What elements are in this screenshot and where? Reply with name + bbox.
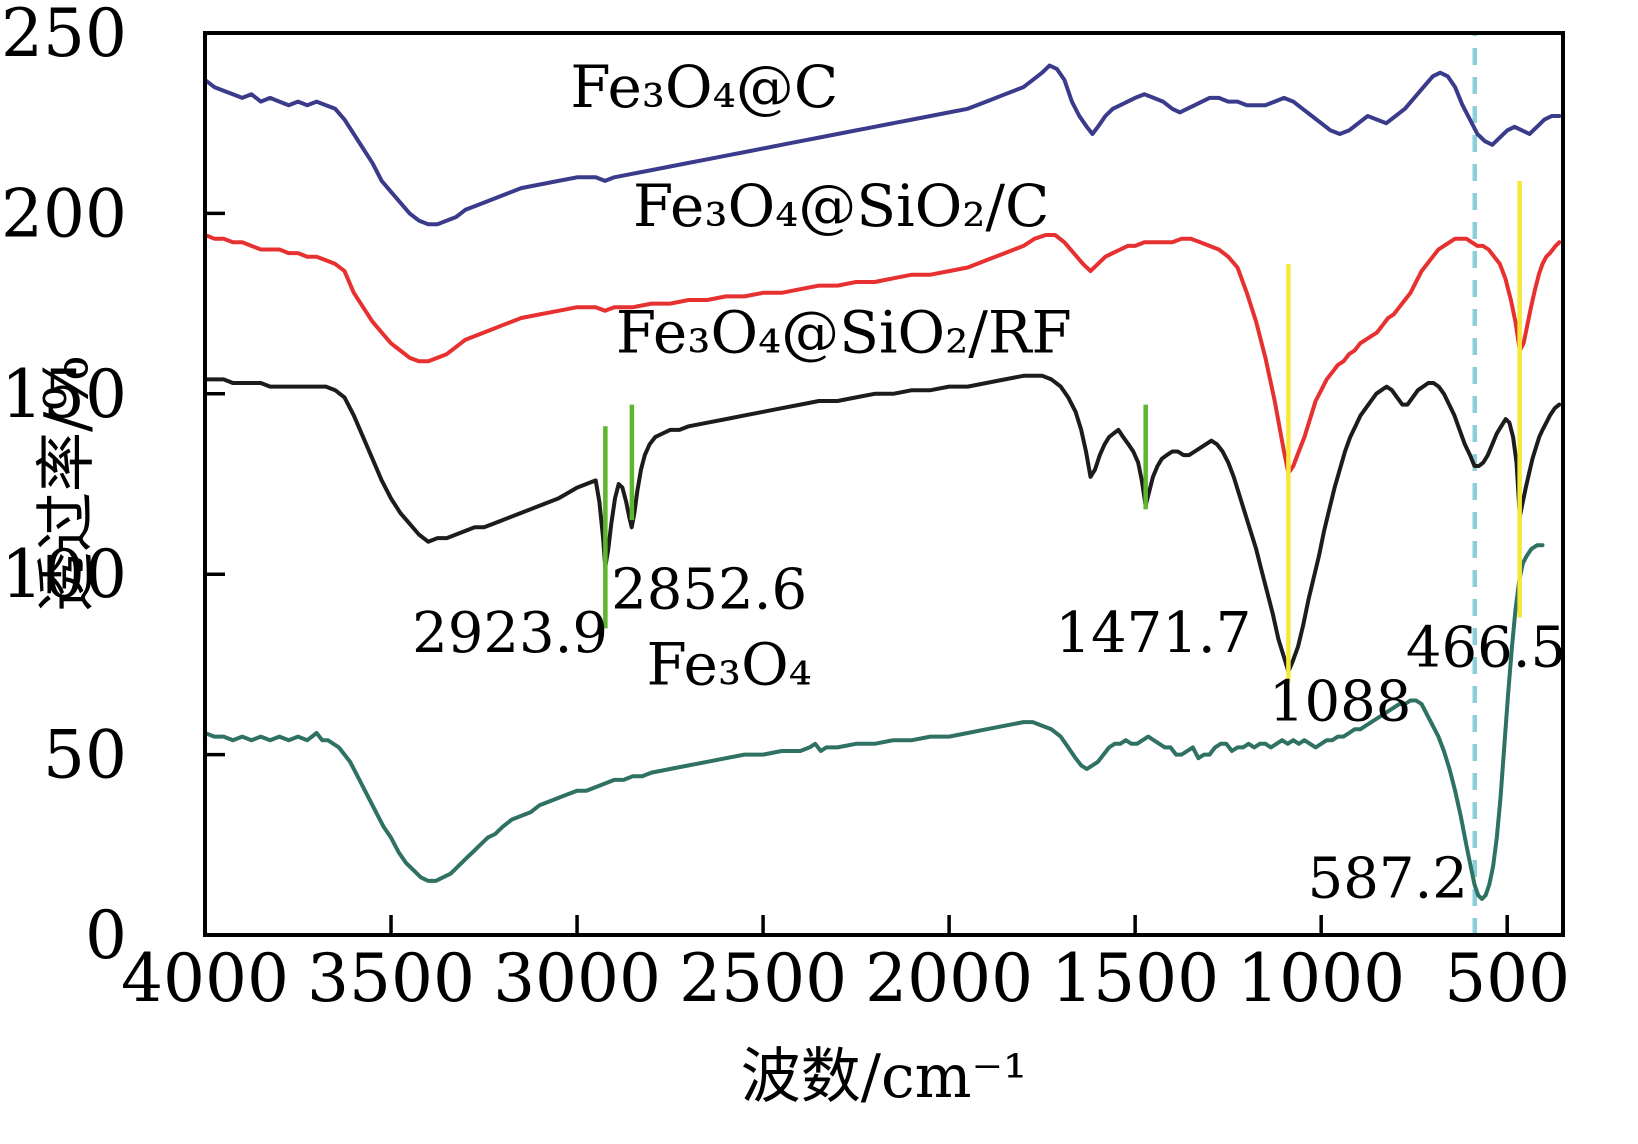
peak-label: 2923.9 xyxy=(412,601,608,666)
x-tick-label: 2500 xyxy=(679,940,847,1017)
peak-label: 1471.7 xyxy=(1055,601,1251,666)
y-tick-label: 0 xyxy=(85,897,127,974)
peak-label: 466.5 xyxy=(1406,615,1566,680)
y-axis-title: 透过率/% xyxy=(32,354,102,612)
x-axis-title: 波数/cm⁻¹ xyxy=(740,1042,1028,1112)
peak-label: 587.2 xyxy=(1308,846,1468,911)
x-tick-label: 2000 xyxy=(865,940,1033,1017)
spectrum-curve-0 xyxy=(205,63,1562,227)
y-tick-label: 200 xyxy=(1,175,127,252)
series-label: Fe₃O₄ xyxy=(646,630,811,698)
y-tick-label: 250 xyxy=(1,0,127,72)
series-label: Fe₃O₄@C xyxy=(570,53,838,121)
x-tick-label: 3500 xyxy=(307,940,475,1017)
x-tick-label: 500 xyxy=(1444,940,1570,1017)
series-label: Fe₃O₄@SiO₂/C xyxy=(633,172,1049,240)
y-tick-label: 100 xyxy=(1,536,127,613)
peak-label: 1088 xyxy=(1269,669,1412,734)
x-tick-label: 3000 xyxy=(493,940,661,1017)
peak-label: 2852.6 xyxy=(611,558,807,623)
x-tick-label: 1000 xyxy=(1237,940,1405,1017)
y-tick-label: 150 xyxy=(1,356,127,433)
spectrum-curve-1 xyxy=(205,233,1562,476)
series-label: Fe₃O₄@SiO₂/RF xyxy=(616,298,1072,366)
spectrum-curve-2 xyxy=(205,373,1562,674)
plot-frame xyxy=(203,31,1565,937)
x-tick-label: 1500 xyxy=(1051,940,1219,1017)
x-tick-label: 4000 xyxy=(121,940,289,1017)
y-tick-label: 50 xyxy=(43,717,127,794)
spectrum-curve-3 xyxy=(205,543,1545,901)
